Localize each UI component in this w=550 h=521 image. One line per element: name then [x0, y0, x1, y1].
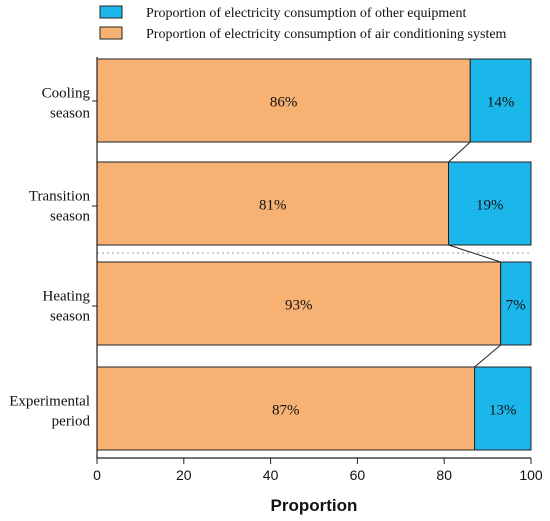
legend-label-air-conditioning: Proportion of electricity consumption of… — [146, 27, 507, 42]
x-tick-label-60: 60 — [350, 467, 366, 483]
category-label-experimental-period-line1: Experimental — [9, 394, 90, 410]
category-label-transition-season-line1: Transition — [29, 189, 91, 205]
legend-label-other-equipment: Proportion of electricity consumption of… — [146, 6, 466, 21]
bar-heating-season-other-equipment — [500, 261, 532, 346]
x-axis-title: Proportion — [271, 496, 358, 515]
data-label-transition-season-air-conditioning: 81% — [259, 198, 287, 214]
category-label-cooling-season-line2: season — [50, 106, 90, 122]
legend: Proportion of electricity consumption of… — [99, 5, 507, 42]
category-label-experimental-period-line2: period — [52, 414, 91, 430]
bar-experimental-period-other-equipment — [474, 366, 532, 451]
data-label-cooling-season-air-conditioning: 86% — [270, 95, 298, 111]
data-label-cooling-season-other-equipment: 14% — [487, 95, 515, 111]
x-tick-label-20: 20 — [176, 467, 192, 483]
connector-line-2 — [448, 244, 501, 263]
category-label-cooling-season-line1: Cooling — [42, 86, 91, 102]
connector-line-3 — [474, 344, 501, 368]
category-label-heating-season-line2: season — [50, 309, 90, 325]
bar-cooling-season-other-equipment — [469, 58, 532, 143]
data-label-transition-season-other-equipment: 19% — [476, 198, 504, 214]
bar-experimental-period-air-conditioning — [96, 366, 476, 451]
plot-area: 86% 14% Cooling season 81% 19% Transition seaso… — [9, 57, 543, 483]
bar-transition-season-other-equipment — [448, 161, 532, 246]
data-label-experimental-period-other-equipment: 13% — [489, 403, 517, 419]
data-label-heating-season-other-equipment: 7% — [506, 298, 526, 314]
legend-swatch-other-equipment — [99, 5, 123, 19]
x-tick-label-40: 40 — [263, 467, 279, 483]
category-label-heating-season-line1: Heating — [43, 289, 91, 305]
x-tick-label-100: 100 — [519, 467, 543, 483]
legend-swatch-air-conditioning — [99, 26, 123, 40]
category-label-transition-season-line2: season — [50, 209, 90, 225]
data-label-experimental-period-air-conditioning: 87% — [272, 403, 300, 419]
data-label-heating-season-air-conditioning: 93% — [285, 298, 313, 314]
connector-line-1 — [448, 141, 471, 163]
x-tick-label-0: 0 — [93, 467, 101, 483]
x-tick-label-80: 80 — [436, 467, 452, 483]
bar-heating-season-air-conditioning — [96, 261, 502, 346]
